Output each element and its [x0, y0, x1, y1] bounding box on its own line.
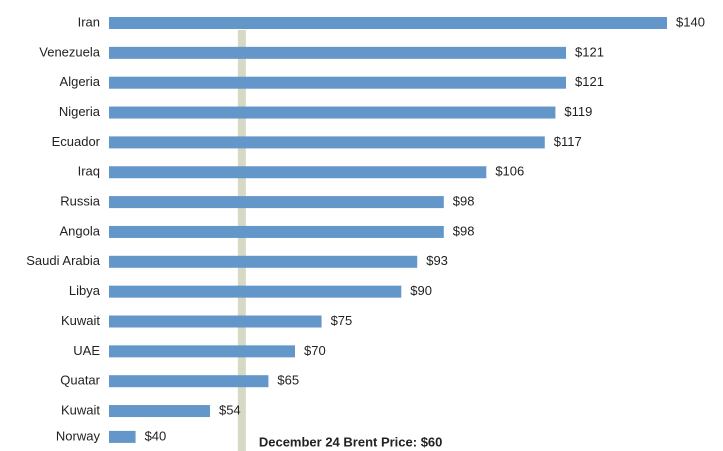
y-tick-label: Libya: [69, 283, 101, 298]
data-label: $98: [453, 194, 475, 209]
data-label: $75: [331, 313, 353, 328]
bar: [109, 46, 567, 59]
bar: [109, 225, 444, 238]
data-label: $65: [277, 373, 299, 388]
y-tick-label: UAE: [73, 343, 100, 358]
data-label: $98: [453, 223, 475, 238]
bar: [109, 136, 545, 149]
data-label: $106: [495, 164, 524, 179]
data-label: $93: [426, 253, 448, 268]
data-label: $121: [575, 74, 604, 89]
bar: [109, 106, 556, 119]
y-tick-label: Kuwait: [61, 313, 100, 328]
bar: [109, 430, 136, 443]
data-label: $119: [564, 104, 592, 119]
reference-label: December 24 Brent Price: $60: [259, 434, 443, 449]
data-label: $70: [304, 343, 326, 358]
bar: [109, 76, 567, 89]
bar: [109, 196, 444, 209]
data-label: $40: [145, 428, 167, 443]
y-tick-label: Russia: [60, 194, 101, 209]
bar: [109, 345, 295, 358]
bar: [109, 166, 487, 179]
bar: [109, 375, 269, 388]
y-tick-label: Iran: [78, 14, 100, 29]
bar: [109, 285, 402, 298]
bar: [109, 17, 667, 29]
data-label: $117: [554, 134, 582, 149]
y-tick-label: Kuwait: [61, 402, 100, 417]
data-label: $121: [575, 44, 604, 59]
y-tick-label: Angola: [60, 223, 101, 238]
bar: [109, 255, 418, 268]
reference-line: [237, 30, 246, 451]
bar: [109, 405, 210, 418]
y-tick-label: Iraq: [78, 164, 100, 179]
y-tick-label: Venezuela: [39, 44, 100, 59]
y-tick-label: Nigeria: [59, 104, 101, 119]
y-tick-label: Norway: [56, 428, 101, 443]
y-tick-label: Algeria: [60, 74, 101, 89]
bar: [109, 315, 322, 328]
y-tick-label: Ecuador: [52, 134, 101, 149]
data-label: $140: [676, 14, 705, 29]
y-tick-label: Saudi Arabia: [26, 253, 100, 268]
data-label: $54: [219, 402, 241, 417]
y-tick-label: Quatar: [60, 373, 100, 388]
data-label: $90: [410, 283, 432, 298]
